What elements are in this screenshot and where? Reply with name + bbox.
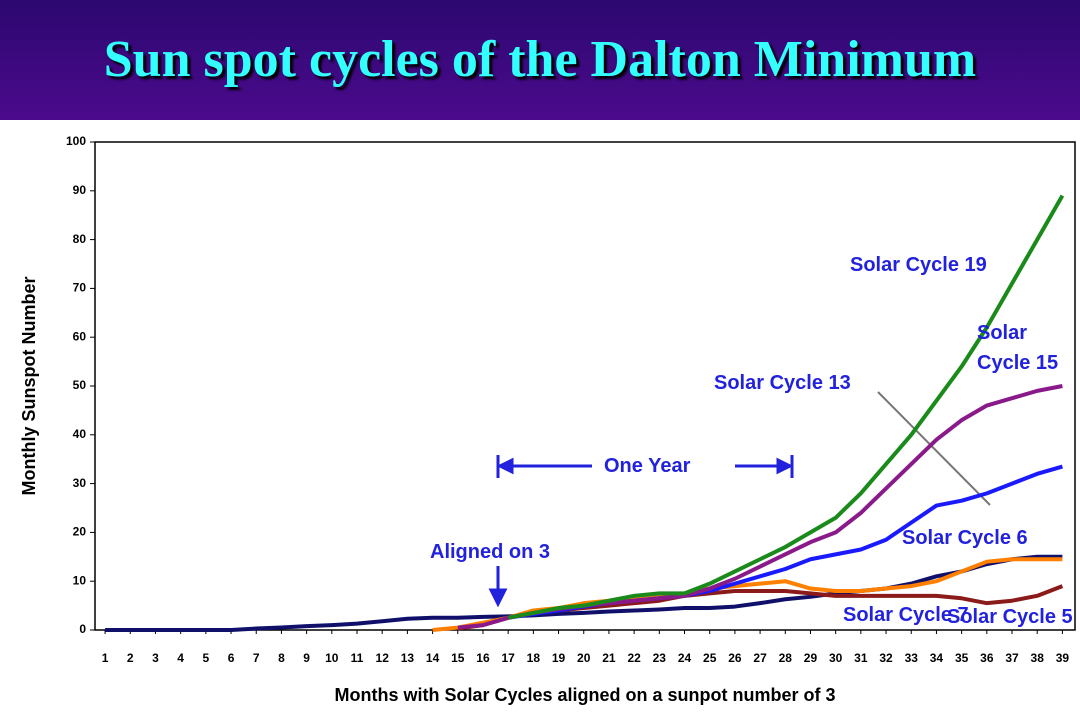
plot-frame [94,141,1076,631]
pointer [877,391,991,506]
series-label: Solar Cycle 15 [977,322,1059,374]
x-tick-label: 29 [804,651,818,665]
x-tick-label: 34 [930,651,944,665]
y-tick-label: 70 [73,281,87,295]
annotation: One Year [604,455,691,477]
x-tick-label: 4 [177,651,184,665]
x-tick-label: 9 [303,651,310,665]
x-tick-label: 19 [552,651,566,665]
y-tick-label: 40 [73,427,87,441]
banner: Sun spot cycles of the Dalton Minimum [0,0,1080,120]
x-tick-label: 14 [426,651,440,665]
x-tick-label: 18 [527,651,541,665]
x-tick-label: 13 [401,651,415,665]
x-tick-label: 2 [127,651,134,665]
x-axis-label: Months with Solar Cycles aligned on a su… [334,685,835,705]
y-tick-label: 50 [73,378,87,392]
x-tick-label: 26 [728,651,742,665]
x-tick-label: 24 [678,651,692,665]
y-tick-label: 100 [66,134,86,148]
x-tick-label: 27 [753,651,767,665]
annotation: Aligned on 3 [430,541,550,563]
x-tick-label: 35 [955,651,969,665]
series-label: Solar Cycle 13 [714,372,851,394]
y-tick-label: 60 [73,329,87,343]
x-tick-label: 39 [1056,651,1070,665]
x-tick-label: 25 [703,651,717,665]
y-tick-label: 0 [79,622,86,636]
x-tick-label: 15 [451,651,465,665]
x-tick-label: 23 [653,651,667,665]
x-tick-label: 7 [253,651,260,665]
one-year-arrow [488,455,794,608]
x-tick-label: 32 [879,651,893,665]
x-tick-label: 20 [577,651,591,665]
y-tick-label: 10 [73,573,87,587]
x-tick-label: 37 [1005,651,1019,665]
y-tick-label: 30 [73,476,87,490]
series-label: Solar Cycle 19 [850,254,987,276]
slide-title: Sun spot cycles of the Dalton Minimum [103,31,977,88]
x-tick-label: 38 [1031,651,1045,665]
x-tick-label: 22 [627,651,641,665]
x-tick-label: 3 [152,651,159,665]
x-tick-label: 33 [905,651,919,665]
y-tick-label: 20 [73,525,87,539]
x-tick-label: 31 [854,651,868,665]
x-tick-label: 30 [829,651,843,665]
y-axis-label: Monthly Sunspot Number [19,277,39,496]
series-label: Solar Cycle 7 [843,604,969,626]
x-tick-label: 16 [476,651,490,665]
x-tick-label: 17 [501,651,515,665]
x-tick-label: 12 [376,651,390,665]
series-label: Solar Cycle 5 [947,606,1073,628]
series-label: Solar Cycle 6 [902,527,1028,549]
x-tick-label: 6 [228,651,235,665]
x-tick-label: 36 [980,651,994,665]
x-tick-label: 8 [278,651,285,665]
x-tick-label: 28 [779,651,793,665]
series-line [507,194,1065,620]
x-tick-label: 21 [602,651,616,665]
y-tick-label: 90 [73,183,87,197]
x-tick-label: 1 [102,651,109,665]
x-tick-label: 5 [203,651,210,665]
x-tick-label: 10 [325,651,339,665]
x-tick-label: 11 [351,651,364,665]
y-tick-label: 80 [73,232,87,246]
